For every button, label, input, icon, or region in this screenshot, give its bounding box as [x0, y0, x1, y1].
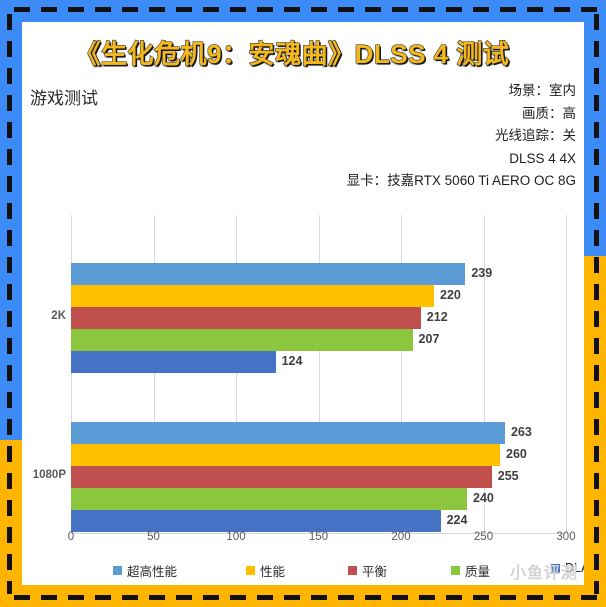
- chart-group-2k: 2K 239 220 212 207 124: [51, 263, 566, 373]
- spec-line: 画质：高: [522, 105, 576, 121]
- chart-bar-row: 124: [71, 351, 566, 373]
- spec-line: 场景：室内: [508, 83, 577, 98]
- chart-bar-value: 255: [497, 469, 519, 483]
- chart-x-tick: 0: [67, 531, 75, 543]
- test-spec-list: 场景：室内画质：高光线追踪：关 DLSS 4 4X 显卡：技嘉RTX 5060 Ti…: [347, 80, 576, 193]
- chart-x-tick: 150: [308, 531, 329, 543]
- frame-dash-bottom: [14, 595, 599, 600]
- chart-bar-value: 207: [418, 332, 440, 346]
- frame-dash-top: [14, 7, 599, 12]
- chart-x-tick: 100: [226, 531, 246, 543]
- chart-gridline: [153, 215, 155, 533]
- chart-bar-row: 224: [71, 510, 566, 532]
- chart-bar-value: 240: [473, 491, 494, 505]
- chart-bar-value: 224: [446, 513, 468, 527]
- chart-bar-row: 260: [71, 444, 566, 466]
- chart-bar: [71, 444, 500, 466]
- chart-legend: 超高性能 性能 平衡 质量 DLAA: [71, 561, 584, 583]
- chart-bar-value: 124: [281, 354, 303, 368]
- legend-item-4: DLAA: [551, 561, 584, 575]
- chart-x-tick: 50: [147, 531, 160, 543]
- chart-gridline: [71, 215, 72, 533]
- chart-bar-value: 239: [471, 266, 493, 280]
- spec-line: 显卡：技嘉RTX 5060 Ti AERO OC 8G: [346, 173, 576, 188]
- legend-label: 超高性能: [127, 565, 178, 579]
- legend-swatch-icon: [348, 566, 357, 575]
- legend-item-1: 性能: [246, 561, 285, 580]
- chart-bar: [71, 351, 276, 373]
- chart-bar: [71, 285, 434, 307]
- chart-gridline: [566, 215, 567, 533]
- legend-swatch-icon: [451, 566, 460, 575]
- chart-bar-row: 220: [71, 285, 566, 307]
- legend-item-0: 超高性能: [113, 561, 177, 580]
- section-subtitle: 游戏测试: [30, 89, 98, 108]
- spec-line: 光线追踪：关: [495, 128, 576, 143]
- chart-bar: [71, 307, 421, 329]
- legend-label: 性能: [260, 565, 286, 579]
- legend-label: DLAA: [565, 561, 584, 575]
- chart-bar: [71, 488, 467, 510]
- chart-bar: [71, 466, 492, 488]
- watermark: 小鱼评测: [509, 565, 578, 582]
- frame-dash-left: [7, 14, 12, 594]
- chart-axis-baseline: [71, 533, 566, 534]
- spec-line: DLSS 4 4X: [509, 150, 576, 166]
- chart-bar-value: 212: [426, 310, 448, 324]
- legend-swatch-icon: [113, 566, 122, 575]
- chart-bar-value: 220: [440, 288, 461, 302]
- chart-group-1080p: 1080P 263 260 255 240 224: [33, 422, 566, 532]
- chart-x-tick: 200: [391, 531, 411, 543]
- frame-dash-right: [594, 14, 599, 594]
- chart-category-label: 2K: [51, 310, 66, 322]
- chart-gridline: [236, 215, 237, 533]
- legend-label: 质量: [465, 565, 491, 579]
- legend-swatch-icon: [246, 566, 255, 575]
- chart-gridline: [483, 215, 485, 533]
- chart-x-tick: 300: [556, 531, 576, 543]
- chart-bar: [71, 510, 441, 532]
- chart-bar-value: 260: [506, 447, 527, 461]
- chart-bar-row: 263: [71, 422, 566, 444]
- chart-bar-row: 207: [71, 329, 566, 351]
- chart-bar: [71, 329, 413, 351]
- chart-category-label: 1080P: [32, 469, 66, 481]
- chart-bar-row: 255: [71, 466, 566, 488]
- chart-bar-value: 263: [510, 425, 532, 439]
- legend-item-3: 质量: [451, 561, 490, 580]
- chart-gridline: [401, 215, 402, 533]
- legend-label: 平衡: [362, 565, 388, 579]
- legend-swatch-icon: [551, 563, 560, 573]
- benchmark-bar-chart: 2K 239 220 212 207 124 1080P 263 260 255 240 224 超高…: [22, 207, 584, 585]
- chart-gridline: [318, 215, 320, 533]
- legend-item-2: 平衡: [348, 561, 387, 580]
- chart-plot-area: 2K 239 220 212 207 124 1080P 263 260 255 240 224: [33, 215, 567, 533]
- chart-bar-row: 240: [71, 488, 566, 510]
- content-canvas: 《生化危机9：安魂曲》DLSS 4 测试 游戏测试 场景：室内画质：高光线追踪：…: [22, 22, 584, 585]
- chart-x-tick: 250: [473, 531, 494, 543]
- chart-bar-row: 239: [71, 263, 566, 285]
- page-title: 《生化危机9：安魂曲》DLSS 4 测试: [74, 38, 510, 69]
- chart-bar-row: 212: [71, 307, 566, 329]
- chart-bar: [71, 422, 505, 444]
- chart-bar: [71, 263, 466, 285]
